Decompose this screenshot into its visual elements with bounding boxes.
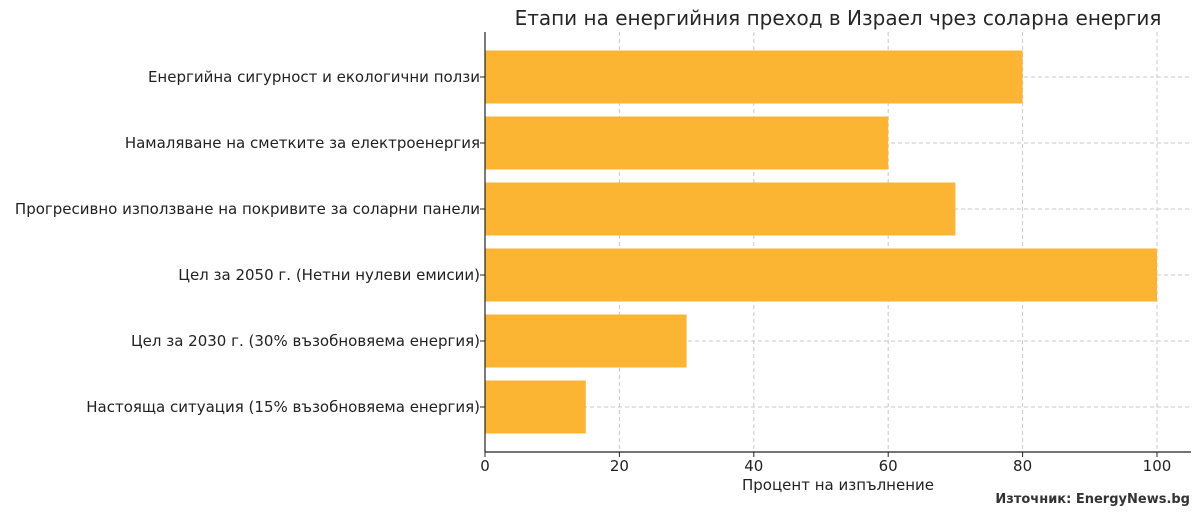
x-axis-label: Процент на изпълнение <box>742 476 934 494</box>
y-tick-label: Намаляване на сметките за електроенергия <box>125 134 480 152</box>
y-tick-label: Цел за 2030 г. (30% възобновяема енергия… <box>131 332 480 350</box>
y-tick-label: Енергийна сигурност и екологични ползи <box>148 68 480 86</box>
y-tick-labels: Енергийна сигурност и екологични ползи На… <box>15 68 485 416</box>
x-tick-label: 40 <box>744 457 763 475</box>
bar <box>485 116 889 170</box>
x-tick-label: 60 <box>879 457 898 475</box>
bar <box>485 248 1157 302</box>
bars-layer <box>485 50 1157 434</box>
bar <box>485 182 956 236</box>
x-tick-label: 80 <box>1013 457 1032 475</box>
x-tick-label: 20 <box>610 457 629 475</box>
chart-title: Етапи на енергийния преход в Израел чрез… <box>515 6 1162 30</box>
x-tick-label: 0 <box>480 457 490 475</box>
x-tick-labels: 0 20 40 60 80 100 <box>480 452 1171 475</box>
bar <box>485 314 687 368</box>
y-tick-label: Прогресивно използване на покривите за с… <box>15 200 480 218</box>
bar <box>485 380 586 434</box>
y-tick-label: Настояща ситуация (15% възобновяема енер… <box>86 398 480 416</box>
bar <box>485 50 1023 104</box>
x-tick-label: 100 <box>1143 457 1172 475</box>
source-note: Източник: EnergyNews.bg <box>995 492 1190 507</box>
y-tick-label: Цел за 2050 г. (Нетни нулеви емисии) <box>178 266 480 284</box>
